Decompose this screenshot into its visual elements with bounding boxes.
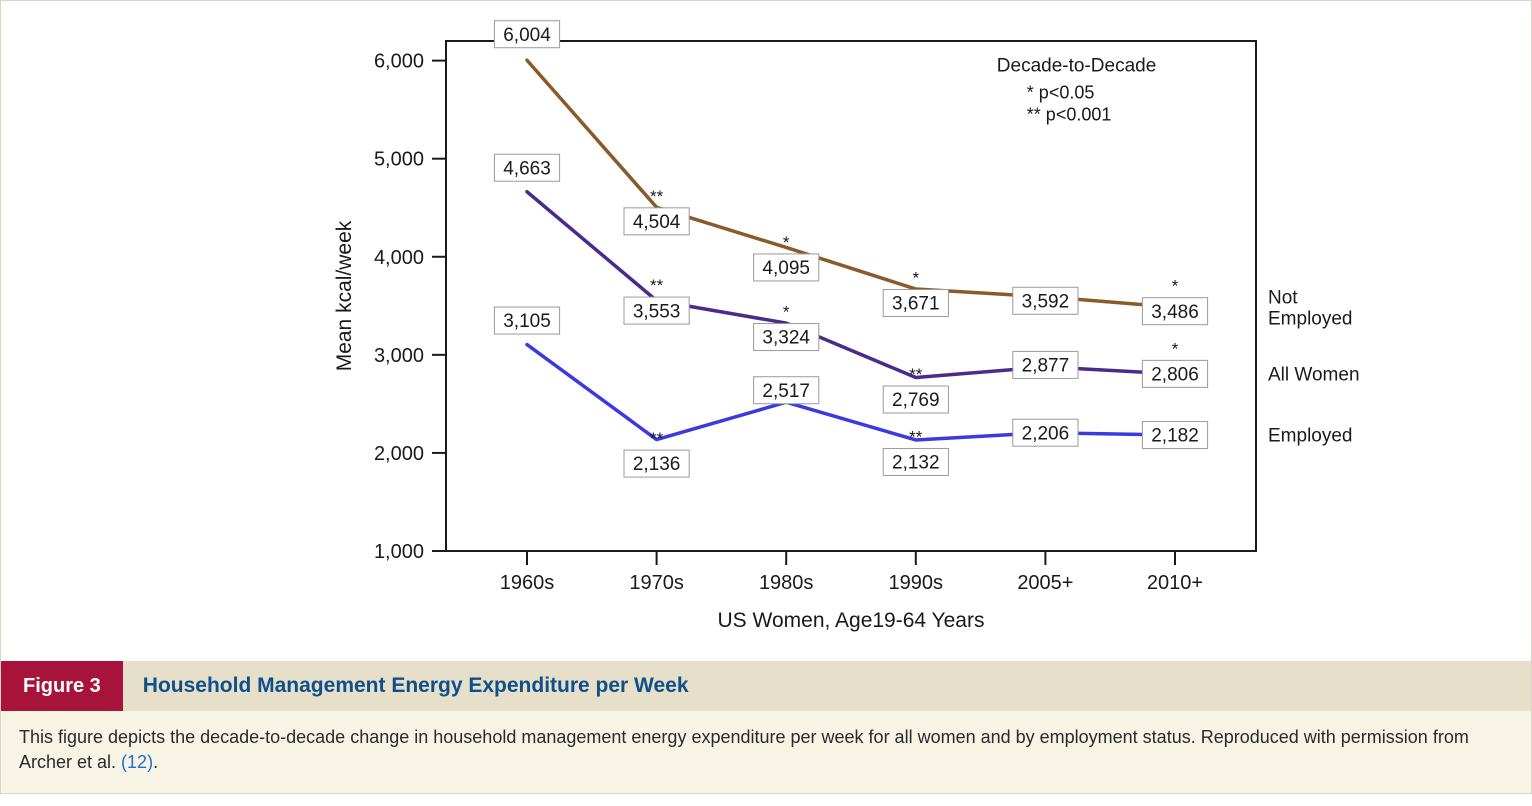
svg-text:3,000: 3,000 xyxy=(374,345,424,367)
svg-text:3,105: 3,105 xyxy=(503,311,551,332)
line-chart: 1,000 2,000 3,000 4,000 5,000 6,000 Mean kcal/… xyxy=(1,1,1532,661)
svg-text:4,095: 4,095 xyxy=(762,258,810,279)
svg-text:3,671: 3,671 xyxy=(892,294,940,315)
caption-bar: Figure 3 Household Management Energy Exp… xyxy=(1,661,1531,711)
svg-text:6,000: 6,000 xyxy=(374,51,424,73)
caption-text-after: . xyxy=(153,752,158,772)
svg-text:**: ** xyxy=(650,187,664,206)
svg-text:** p<0.001: ** p<0.001 xyxy=(1027,105,1112,125)
svg-text:*: * xyxy=(912,269,919,288)
svg-text:2010+: 2010+ xyxy=(1147,572,1203,594)
svg-text:4,663: 4,663 xyxy=(503,158,551,179)
svg-text:6,004: 6,004 xyxy=(503,25,551,46)
figure-caption: This figure depicts the decade-to-decade… xyxy=(0,711,1532,794)
svg-text:1960s: 1960s xyxy=(500,572,555,594)
svg-text:2,806: 2,806 xyxy=(1151,365,1199,386)
svg-text:*: * xyxy=(783,233,790,252)
caption-text-before: This figure depicts the decade-to-decade… xyxy=(19,727,1469,772)
svg-text:Employed: Employed xyxy=(1268,308,1353,329)
svg-text:5,000: 5,000 xyxy=(374,149,424,171)
svg-text:Decade-to-Decade: Decade-to-Decade xyxy=(997,56,1156,77)
svg-text:All Women: All Women xyxy=(1268,365,1360,386)
reference-link[interactable]: (12) xyxy=(121,752,153,772)
svg-text:Employed: Employed xyxy=(1268,426,1353,447)
svg-text:**: ** xyxy=(909,365,923,384)
svg-text:1970s: 1970s xyxy=(629,572,684,594)
figure-badge: Figure 3 xyxy=(1,661,123,711)
figure-title: Household Management Energy Expenditure … xyxy=(123,661,709,711)
svg-text:2,206: 2,206 xyxy=(1022,423,1070,444)
svg-text:Not: Not xyxy=(1268,287,1298,308)
svg-text:2,769: 2,769 xyxy=(892,390,940,411)
svg-text:2,136: 2,136 xyxy=(633,454,681,475)
svg-text:2,132: 2,132 xyxy=(892,453,940,474)
svg-text:4,504: 4,504 xyxy=(633,212,681,233)
svg-text:3,592: 3,592 xyxy=(1022,291,1070,312)
svg-text:2005+: 2005+ xyxy=(1017,572,1073,594)
figure-container: 1,000 2,000 3,000 4,000 5,000 6,000 Mean kcal/… xyxy=(0,0,1532,711)
svg-text:US Women, Age19-64 Years: US Women, Age19-64 Years xyxy=(718,609,985,632)
svg-text:2,182: 2,182 xyxy=(1151,426,1199,447)
svg-text:*: * xyxy=(1172,277,1179,296)
svg-text:2,000: 2,000 xyxy=(374,443,424,465)
svg-text:*: * xyxy=(783,303,790,322)
chart-area: 1,000 2,000 3,000 4,000 5,000 6,000 Mean kcal/… xyxy=(1,1,1532,661)
svg-text:**: ** xyxy=(909,427,923,446)
svg-text:Mean kcal/week: Mean kcal/week xyxy=(333,220,356,371)
svg-text:2,877: 2,877 xyxy=(1022,356,1070,377)
svg-text:2,517: 2,517 xyxy=(762,381,810,402)
svg-text:*: * xyxy=(1172,339,1179,358)
svg-text:1,000: 1,000 xyxy=(374,541,424,563)
svg-text:3,486: 3,486 xyxy=(1151,302,1199,323)
svg-text:1980s: 1980s xyxy=(759,572,814,594)
svg-text:* p<0.05: * p<0.05 xyxy=(1027,83,1095,103)
svg-text:4,000: 4,000 xyxy=(374,247,424,269)
svg-text:1990s: 1990s xyxy=(889,572,944,594)
svg-text:**: ** xyxy=(650,276,664,295)
svg-text:3,324: 3,324 xyxy=(762,328,810,349)
svg-text:3,553: 3,553 xyxy=(633,301,681,322)
svg-text:**: ** xyxy=(650,429,664,448)
